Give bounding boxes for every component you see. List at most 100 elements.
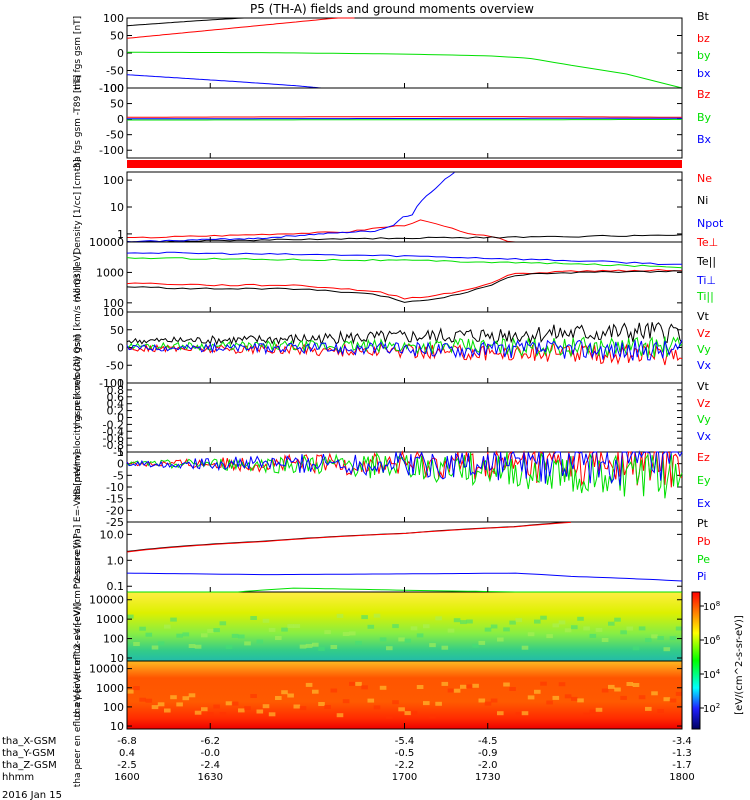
spectrogram-cell [453, 688, 461, 693]
spectrogram-cell [182, 696, 190, 701]
y-tick-label: 0.8 [107, 384, 125, 397]
spectrogram-cell [546, 700, 553, 705]
spectrogram-cell [299, 706, 307, 711]
panel-5: 100 50 0 -50 -100 tha peir velocity gsm [km/s… [73, 266, 712, 428]
spectrogram-cell [509, 620, 516, 625]
spectrogram-cell [287, 624, 294, 629]
legend-entry: Ti|| [696, 290, 714, 303]
series-line-bz [126, 17, 355, 39]
x-row-label: tha_Z-GSM [2, 760, 57, 771]
spectrogram-cell [460, 684, 467, 689]
spectrogram-cell [632, 646, 640, 651]
legend-entry: Vy [697, 413, 711, 426]
legend-entry: Te⊥ [696, 236, 718, 249]
spectrogram-cell [429, 643, 436, 648]
spectrogram-cell [614, 617, 621, 622]
spectrogram-cell [540, 681, 547, 686]
spectrogram-cell [305, 643, 313, 648]
y-tick-label: 0 [117, 47, 124, 60]
y-tick-label: 10.0 [100, 528, 125, 541]
series-line-Vy [126, 336, 683, 358]
spectrogram-cell [497, 711, 504, 716]
panel-9: 10000 1000 100 10 tha peir en eflux eV [eV/(… [73, 536, 683, 717]
spectrogram-cell [262, 704, 270, 709]
y-axis-label: tha peir en eflux eV [eV/(cm^2-s-sr-eV)] [73, 536, 83, 717]
spectrogram-cell [472, 683, 479, 688]
panel-3: 100 10 1 Density [1/cc] [cm-3] Ne Ni Npot [73, 159, 724, 254]
spectrogram-cell [392, 624, 399, 629]
spectrogram-cell [164, 624, 171, 629]
spectrogram-cell [201, 633, 208, 638]
y-tick-label: -100 [99, 144, 124, 157]
y-tick-label: -0.6 [103, 432, 124, 445]
spectrogram-cell [188, 644, 196, 648]
spectrogram-cell [583, 712, 590, 717]
spectrogram-cell [225, 701, 233, 706]
x-tick-label: -0.5 [395, 748, 415, 759]
y-tick-label: 1 [117, 377, 124, 390]
spectrogram-cell [484, 701, 492, 706]
spectrogram-cell [139, 626, 146, 631]
spectrogram-cell [231, 633, 239, 638]
legend-entry: Vt [697, 310, 710, 323]
spectrogram-cell [151, 705, 159, 710]
y-tick-label: 0.6 [107, 391, 125, 404]
spectrogram-cell [250, 694, 257, 698]
y-axis-label: Density [1/cc] [cm-3] [73, 159, 83, 254]
spectrogram-cell [256, 639, 264, 644]
spectrogram-cell [336, 713, 344, 718]
spectrogram-cell [472, 643, 479, 648]
y-tick-label: 50 [110, 30, 124, 43]
spectrogram-cell [620, 695, 627, 700]
spectrogram-cell [176, 633, 183, 638]
series-line-Bx [127, 117, 682, 120]
x-tick-label: -6.8 [117, 736, 137, 747]
spectrogram-cell [170, 695, 177, 700]
x-tick-label: -1.7 [672, 760, 692, 771]
spectrogram-cell [466, 619, 473, 624]
spectrogram-cell [225, 645, 233, 650]
spectrogram-cell [484, 627, 492, 632]
spectrogram-cell [262, 618, 270, 623]
spectrogram-cell [386, 714, 393, 719]
spectrogram-cell [349, 681, 356, 686]
y-axis-label: mom3 [eV] [73, 252, 83, 302]
spectrogram-cell [145, 698, 153, 703]
y-tick-label: 0 [117, 412, 124, 425]
legend-entry: Ti⊥ [696, 274, 716, 287]
legend-entry: by [697, 49, 711, 62]
spectrogram-cell [219, 621, 227, 626]
y-tick-label: 0 [117, 113, 124, 126]
legend-entry: Bz [697, 88, 711, 101]
spectrogram-cell [558, 682, 566, 687]
y-axis-label: tha fgs gsm [nT] [73, 16, 83, 90]
y-tick-label: -5 [113, 469, 124, 482]
spectrogram-cell [336, 613, 344, 618]
spectrogram-cell [324, 630, 331, 635]
y-tick-label: 0 [117, 458, 124, 471]
spectrogram-cell [423, 701, 430, 706]
panel-1: 100 50 0 -50 -100 tha fgs gsm [nT] Bt bz by bx [73, 10, 711, 95]
y-tick-label: 10000 [89, 663, 124, 676]
series-line-Pt [126, 521, 572, 552]
legend-entry: Vz [697, 397, 711, 410]
colorbar-label: [eV/(cm^2-s-sr-eV)] [734, 615, 745, 715]
x-tick-label: -1.3 [672, 748, 692, 759]
spectrogram-cell [201, 707, 208, 712]
spectrogram-cell [614, 687, 621, 692]
spectrogram-cell [182, 632, 190, 637]
y-axis-label: E=-VxB [mV/m] [73, 452, 83, 522]
spectrogram-cell [669, 636, 677, 641]
spectrogram-cell [441, 645, 449, 650]
spectrogram-cell [546, 634, 553, 639]
spectrogram-cell [133, 642, 140, 646]
legend-entry: Npot [697, 217, 724, 230]
spectrogram-cell [318, 702, 325, 706]
y-axis-label: Pressure [nPa] [73, 525, 83, 590]
legend-entry: Pe [697, 553, 710, 566]
spectrogram-cell [231, 701, 239, 706]
spectrogram-cell [268, 627, 276, 632]
legend-entry: Bt [697, 10, 710, 23]
spectrogram-cell [651, 634, 658, 639]
